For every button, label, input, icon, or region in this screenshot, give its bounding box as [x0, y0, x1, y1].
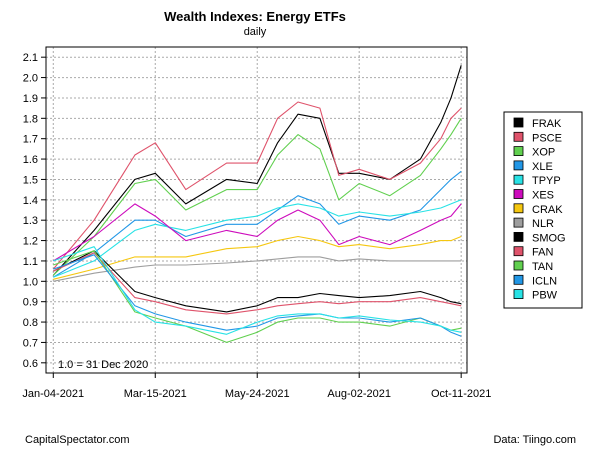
footer-source-right: Data: Tiingo.com [493, 434, 576, 446]
x-tick-label: Aug-02-2021 [327, 388, 391, 400]
x-tick-label: Mar-15-2021 [124, 388, 187, 400]
y-tick-label: 1.9 [23, 93, 38, 105]
legend-swatch [513, 131, 524, 142]
legend-swatch [513, 246, 524, 257]
legend-swatch [513, 289, 524, 300]
x-tick-label: Oct-11-2021 [431, 388, 491, 400]
series-line-xle [53, 170, 462, 278]
y-tick-label: 1.8 [23, 113, 38, 125]
legend-label: PBW [532, 290, 558, 302]
legend-swatch [513, 274, 524, 285]
legend-label: XOP [532, 147, 555, 159]
footer-source-left: CapitalSpectator.com [25, 434, 130, 446]
series-line-psce [52, 101, 462, 270]
x-axis: Jan-04-2021 Mar-15-2021 May-24-2021 Aug-02-… [22, 373, 491, 400]
series-line-crak [53, 235, 462, 280]
y-tick-label: 1.3 [23, 215, 38, 227]
chart-subtitle: daily [244, 26, 267, 38]
chart-title: Wealth Indexes: Energy ETFs [164, 9, 346, 24]
y-tick-label: 1.0 [23, 276, 38, 288]
legend-swatch [513, 231, 524, 242]
legend-label: TPYP [532, 175, 561, 187]
series-line-fan [53, 252, 462, 315]
series-line-xop [52, 118, 462, 276]
series-line-xes [53, 203, 462, 262]
legend-swatch [513, 203, 524, 214]
y-tick-label: 1.5 [23, 174, 38, 186]
y-axis: 0.6 0.7 0.8 0.9 1.0 1.1 1.2 1.3 1.4 1.5 1.6 1.7 1.8 1… [23, 52, 46, 370]
legend-swatch [513, 260, 524, 271]
y-tick-label: 0.9 [23, 297, 38, 309]
legend-label: XLE [532, 161, 553, 173]
series-line-tpyp [53, 199, 462, 278]
series-line-frak [52, 65, 462, 276]
legend-label: TAN [532, 261, 553, 273]
y-tick-label: 0.6 [23, 358, 38, 370]
y-tick-label: 0.8 [23, 317, 38, 329]
y-tick-label: 1.4 [23, 195, 38, 207]
legend-label: NLR [532, 218, 554, 230]
legend-label: FRAK [532, 118, 562, 130]
y-tick-label: 2.1 [23, 52, 38, 64]
legend-swatch [513, 117, 524, 128]
series-line-nlr [53, 256, 462, 282]
legend-swatch [513, 160, 524, 171]
legend-label: PSCE [532, 132, 562, 144]
y-tick-label: 1.7 [23, 134, 38, 146]
y-tick-label: 0.7 [23, 337, 38, 349]
y-tick-label: 2.0 [23, 73, 38, 85]
legend-swatch [513, 146, 524, 157]
legend-label: SMOG [532, 232, 566, 244]
legend-label: ICLN [532, 275, 557, 287]
y-tick-label: 1.1 [23, 256, 38, 268]
legend-swatch [513, 174, 524, 185]
legend-swatch [513, 189, 524, 199]
baseline-annotation: 1.0 = 31 Dec 2020 [58, 359, 148, 371]
legend: FRAK PSCE XOP XLE TPYP XES CRAK NLR SMOG FAN TAN IC… [503, 111, 583, 309]
legend-label: FAN [532, 247, 553, 259]
x-tick-label: May-24-2021 [225, 388, 290, 400]
y-tick-label: 1.6 [23, 154, 38, 166]
series-line-pbw [53, 246, 462, 335]
series-line-icln [53, 254, 462, 337]
grid [46, 47, 467, 373]
legend-label: CRAK [532, 204, 563, 216]
y-tick-label: 1.2 [23, 236, 38, 248]
legend-swatch [513, 217, 524, 228]
series-lines [52, 65, 462, 343]
plot-frame [45, 46, 468, 374]
x-tick-label: Jan-04-2021 [22, 388, 84, 400]
legend-label: XES [532, 190, 554, 202]
series-line-smog [53, 250, 462, 313]
